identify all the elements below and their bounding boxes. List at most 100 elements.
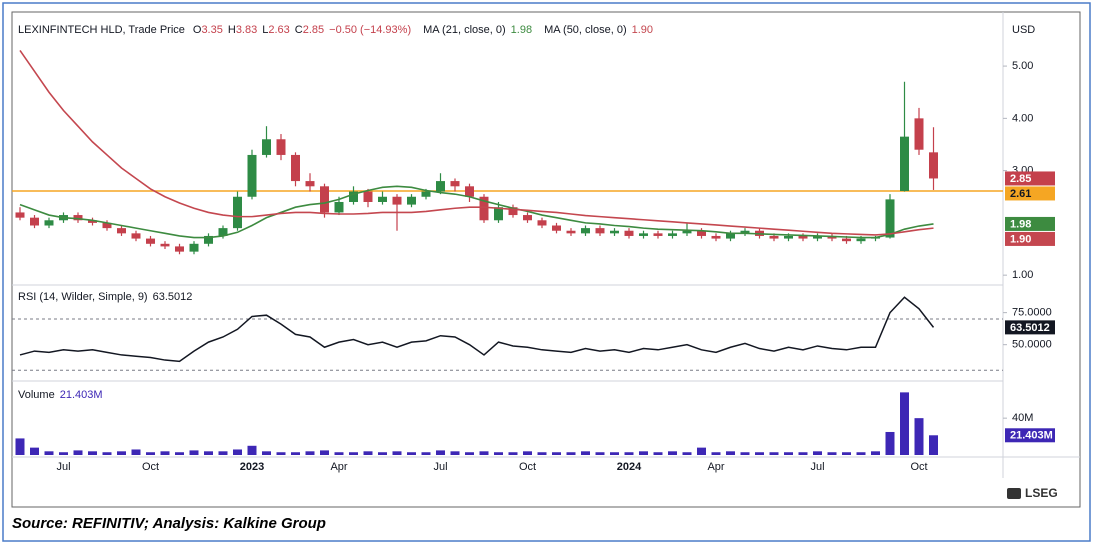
candle-body	[305, 181, 315, 187]
candle-body	[44, 220, 54, 226]
volume-bar	[175, 452, 184, 455]
volume-bar	[929, 435, 938, 455]
rsi-title: RSI (14, Wilder, Simple, 9)	[18, 291, 148, 303]
value-box	[1005, 320, 1055, 335]
volume-bar	[537, 452, 547, 455]
volume-bar	[15, 438, 25, 455]
volume-bar	[595, 452, 605, 455]
candle-body	[726, 233, 735, 239]
volume-bar	[262, 451, 271, 455]
volume-bar	[421, 452, 431, 455]
candle-body	[189, 243, 199, 252]
candle-body	[740, 230, 750, 234]
x-tick-label: Oct	[142, 461, 159, 473]
candle-body	[436, 181, 445, 192]
ohlc-value: 2.85	[303, 24, 324, 36]
volume-bar	[523, 451, 532, 455]
value-box	[1005, 171, 1055, 186]
volume-bar	[769, 452, 779, 455]
volume-bar	[871, 451, 880, 455]
candle-body	[552, 225, 561, 231]
volume-bar	[740, 452, 750, 455]
candle-body	[813, 235, 822, 239]
volume-bar	[479, 451, 489, 455]
volume-bar	[653, 452, 663, 455]
logo: LSEG	[1007, 486, 1058, 500]
ma-value: 1.90	[632, 24, 653, 36]
x-tick-label: Jul	[56, 461, 70, 473]
candle-body	[610, 230, 619, 234]
x-tick-label: Jul	[810, 461, 824, 473]
ohlc-label: O	[193, 24, 202, 36]
candle-body	[262, 139, 271, 155]
candle-body	[595, 228, 605, 234]
candle-body	[450, 181, 460, 187]
candle-body	[900, 136, 909, 192]
change-value: −0.50 (−14.93%)	[329, 24, 411, 36]
candle-body	[175, 246, 184, 252]
ohlc-label: C	[295, 24, 303, 36]
panel-header: LEXINFINTECH HLD, Trade Price O3.35 H3.83 L…	[18, 24, 653, 36]
ohlc-value: 2.63	[268, 24, 289, 36]
volume-bar	[392, 451, 402, 455]
candle-body	[291, 154, 300, 182]
candle-body	[276, 139, 286, 155]
candle-body	[146, 238, 155, 244]
candle-body	[160, 243, 170, 247]
candle-body	[479, 196, 489, 221]
candle-body	[102, 222, 112, 229]
volume-bar	[160, 451, 170, 455]
logo-icon	[1007, 488, 1021, 499]
volume-bar	[117, 451, 126, 455]
value-box	[1005, 428, 1055, 443]
candle-body	[914, 118, 924, 150]
ohlc-value: 3.83	[236, 24, 257, 36]
candle-body	[523, 215, 532, 221]
volume-bar	[494, 452, 503, 455]
value-box-label: 21.403M	[1010, 430, 1053, 442]
volume-bar	[305, 451, 315, 455]
volume-bar	[827, 452, 837, 455]
value-box-label: 2.61	[1010, 188, 1031, 200]
x-tick-label: 2023	[240, 461, 264, 473]
volume-bar	[784, 452, 793, 455]
volume-bar	[465, 452, 474, 455]
volume-bar	[842, 452, 851, 455]
value-box	[1005, 186, 1055, 201]
candle-body	[363, 191, 373, 202]
volume-bar	[755, 452, 764, 455]
volume-bar	[349, 452, 358, 455]
volume-title: Volume	[18, 389, 55, 401]
candle-body	[682, 230, 692, 234]
candle-body	[15, 212, 25, 218]
candle-body	[798, 235, 808, 239]
volume-bar	[885, 431, 895, 455]
source-note: Source: REFINITIV; Analysis: Kalkine Gro…	[12, 515, 326, 532]
candle-body	[218, 228, 228, 236]
candle-body	[639, 233, 648, 236]
x-tick-label: Apr	[330, 461, 347, 473]
volume-bar	[407, 452, 416, 455]
volume-bar	[44, 451, 54, 455]
volume-bar	[668, 451, 677, 455]
ohlc-label: H	[228, 24, 236, 36]
value-box-label: 63.5012	[1010, 322, 1050, 334]
volume-bar	[247, 445, 257, 455]
volume-bar	[189, 450, 199, 455]
x-tick-label: Oct	[519, 461, 536, 473]
candle-body	[73, 215, 83, 221]
volume-bar	[624, 452, 634, 455]
volume-bar	[813, 451, 822, 455]
rsi-line	[19, 296, 935, 363]
value-box-label: 1.98	[1010, 218, 1031, 230]
volume-bar	[581, 451, 590, 455]
candle-body	[392, 196, 402, 205]
candle-body	[421, 191, 431, 197]
candle-body	[711, 235, 721, 239]
symbol-title: LEXINFINTECH HLD, Trade Price	[18, 24, 185, 36]
ohlc-value: 3.35	[201, 24, 222, 36]
candle-body	[131, 233, 141, 239]
ma-label: MA (50, close, 0)	[544, 24, 627, 36]
volume-bar	[218, 451, 228, 455]
value-box-label: 1.90	[1010, 233, 1031, 245]
